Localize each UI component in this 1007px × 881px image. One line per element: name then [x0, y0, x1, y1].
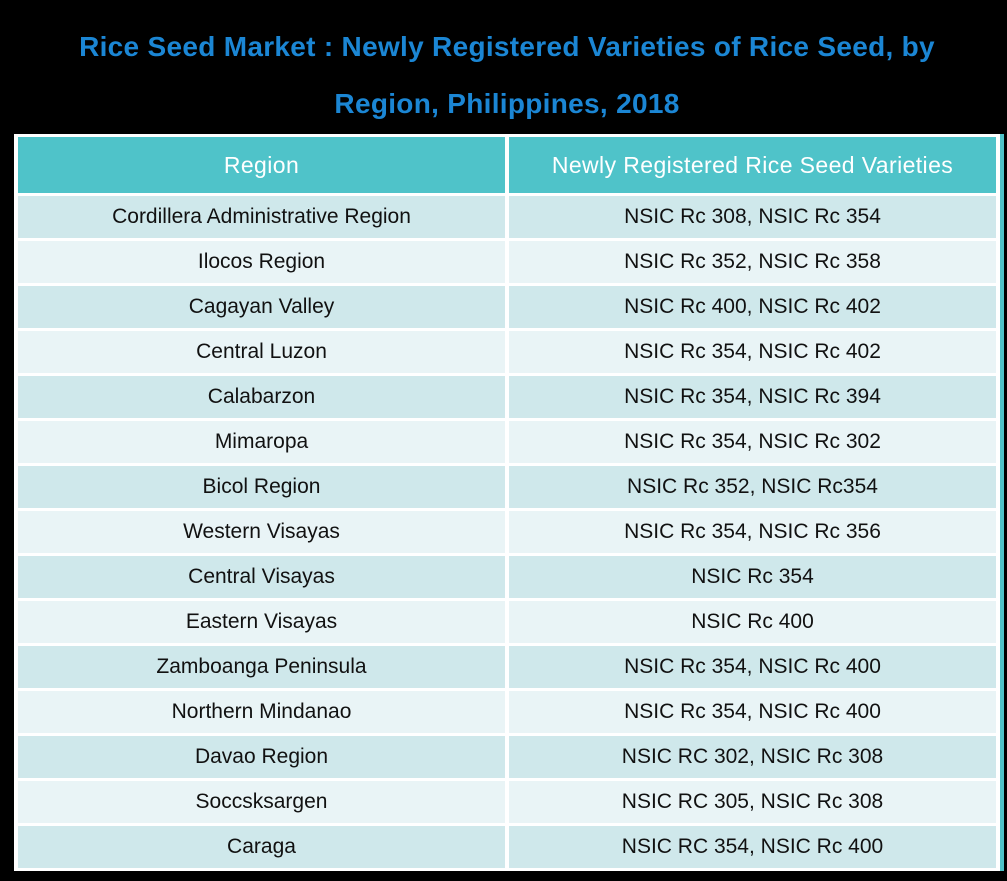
right-accent-bar [1000, 134, 1004, 871]
table-row: Calabarzon NSIC Rc 354, NSIC Rc 394 [18, 376, 996, 418]
varieties-cell: NSIC RC 302, NSIC Rc 308 [509, 736, 996, 778]
column-header-region: Region [18, 137, 505, 193]
region-cell: Bicol Region [18, 466, 505, 508]
table-header: Region Newly Registered Rice Seed Variet… [18, 137, 996, 193]
table-body: Cordillera Administrative Region NSIC Rc … [18, 196, 996, 868]
varieties-cell: NSIC Rc 354, NSIC Rc 302 [509, 421, 996, 463]
table-row: Central Visayas NSIC Rc 354 [18, 556, 996, 598]
region-cell: Central Visayas [18, 556, 505, 598]
table-row: Central Luzon NSIC Rc 354, NSIC Rc 402 [18, 331, 996, 373]
table-row: Northern Mindanao NSIC Rc 354, NSIC Rc 40… [18, 691, 996, 733]
table-row: Cordillera Administrative Region NSIC Rc … [18, 196, 996, 238]
varieties-cell: NSIC Rc 354 [509, 556, 996, 598]
region-cell: Northern Mindanao [18, 691, 505, 733]
page-title: Rice Seed Market : Newly Registered Vari… [14, 0, 1000, 132]
varieties-cell: NSIC Rc 354, NSIC Rc 402 [509, 331, 996, 373]
varieties-cell: NSIC RC 354, NSIC Rc 400 [509, 826, 996, 868]
table-header-row: Region Newly Registered Rice Seed Variet… [18, 137, 996, 193]
region-cell: Mimaropa [18, 421, 505, 463]
varieties-cell: NSIC Rc 354, NSIC Rc 394 [509, 376, 996, 418]
page-title-line2: Region, Philippines, 2018 [334, 88, 680, 119]
varieties-cell: NSIC Rc 400 [509, 601, 996, 643]
region-cell: Davao Region [18, 736, 505, 778]
region-cell: Cordillera Administrative Region [18, 196, 505, 238]
varieties-cell: NSIC Rc 354, NSIC Rc 356 [509, 511, 996, 553]
column-header-varieties: Newly Registered Rice Seed Varieties [509, 137, 996, 193]
region-cell: Central Luzon [18, 331, 505, 373]
table-area: Region Newly Registered Rice Seed Variet… [14, 134, 1004, 871]
varieties-cell: NSIC Rc 354, NSIC Rc 400 [509, 691, 996, 733]
page-title-line1: Rice Seed Market : Newly Registered Vari… [79, 31, 935, 62]
table-row: Mimaropa NSIC Rc 354, NSIC Rc 302 [18, 421, 996, 463]
table-row: Western Visayas NSIC Rc 354, NSIC Rc 356 [18, 511, 996, 553]
region-cell: Western Visayas [18, 511, 505, 553]
region-cell: Zamboanga Peninsula [18, 646, 505, 688]
region-cell: Calabarzon [18, 376, 505, 418]
region-cell: Soccsksargen [18, 781, 505, 823]
table-row: Soccsksargen NSIC RC 305, NSIC Rc 308 [18, 781, 996, 823]
table-row: Eastern Visayas NSIC Rc 400 [18, 601, 996, 643]
table-row: Cagayan Valley NSIC Rc 400, NSIC Rc 402 [18, 286, 996, 328]
table-row: Bicol Region NSIC Rc 352, NSIC Rc354 [18, 466, 996, 508]
varieties-cell: NSIC Rc 308, NSIC Rc 354 [509, 196, 996, 238]
table-row: Ilocos Region NSIC Rc 352, NSIC Rc 358 [18, 241, 996, 283]
region-cell: Cagayan Valley [18, 286, 505, 328]
varieties-cell: NSIC Rc 352, NSIC Rc 358 [509, 241, 996, 283]
varieties-cell: NSIC Rc 352, NSIC Rc354 [509, 466, 996, 508]
varieties-cell: NSIC RC 305, NSIC Rc 308 [509, 781, 996, 823]
region-cell: Eastern Visayas [18, 601, 505, 643]
table-row: Davao Region NSIC RC 302, NSIC Rc 308 [18, 736, 996, 778]
table-row: Caraga NSIC RC 354, NSIC Rc 400 [18, 826, 996, 868]
region-cell: Ilocos Region [18, 241, 505, 283]
region-cell: Caraga [18, 826, 505, 868]
table-row: Zamboanga Peninsula NSIC Rc 354, NSIC Rc … [18, 646, 996, 688]
rice-seed-varieties-table: Region Newly Registered Rice Seed Variet… [14, 134, 1000, 871]
varieties-cell: NSIC Rc 400, NSIC Rc 402 [509, 286, 996, 328]
varieties-cell: NSIC Rc 354, NSIC Rc 400 [509, 646, 996, 688]
